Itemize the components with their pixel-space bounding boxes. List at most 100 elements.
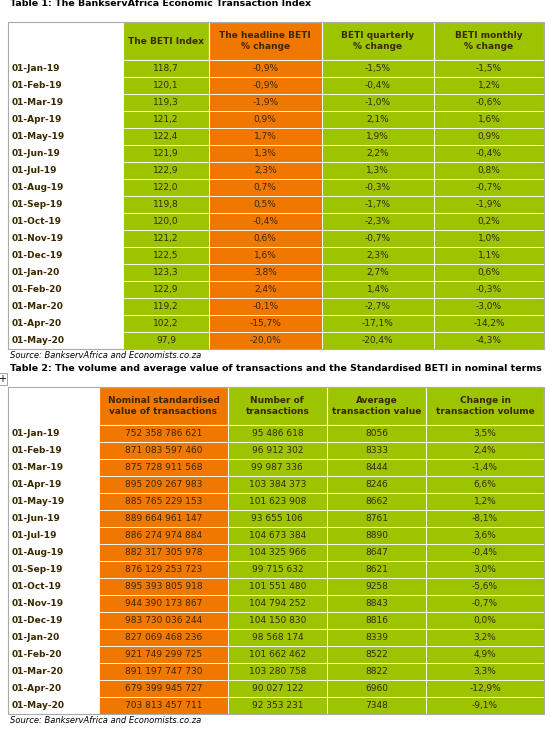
Text: 01-Apr-20: 01-Apr-20	[12, 684, 62, 693]
Bar	[228, 387, 327, 425]
Bar	[228, 561, 327, 578]
Bar	[8, 595, 99, 612]
Text: -20,0%: -20,0%	[249, 336, 281, 345]
Bar	[434, 22, 544, 60]
Text: 119,3: 119,3	[153, 98, 179, 107]
Text: Table 2: The volume and average value of transactions and the Standardised BETI : Table 2: The volume and average value of…	[10, 364, 542, 373]
Text: 01-Jan-19: 01-Jan-19	[12, 64, 60, 73]
Bar	[327, 646, 426, 663]
Text: 752 358 786 621: 752 358 786 621	[125, 429, 202, 438]
Text: 01-Aug-19: 01-Aug-19	[12, 183, 64, 192]
Text: 101 551 480: 101 551 480	[249, 582, 306, 591]
Bar	[123, 264, 209, 281]
Text: -2,7%: -2,7%	[365, 302, 391, 311]
Text: 8056: 8056	[365, 429, 388, 438]
Bar	[321, 111, 434, 128]
Text: 123,3: 123,3	[153, 268, 179, 277]
Bar	[426, 425, 544, 442]
Bar	[8, 629, 99, 646]
Bar	[99, 476, 228, 493]
Bar	[426, 442, 544, 459]
Text: 104 794 252: 104 794 252	[249, 599, 306, 608]
Text: 8890: 8890	[365, 531, 388, 540]
Text: -1,7%: -1,7%	[365, 200, 391, 209]
Text: 120,1: 120,1	[153, 81, 179, 90]
Bar	[321, 213, 434, 230]
Text: 119,8: 119,8	[153, 200, 179, 209]
Bar	[327, 510, 426, 527]
Text: 01-May-19: 01-May-19	[12, 497, 65, 506]
Text: 875 728 911 568: 875 728 911 568	[125, 463, 202, 472]
Bar	[99, 544, 228, 561]
Text: Change in
transaction volume: Change in transaction volume	[435, 396, 535, 416]
Text: -1,9%: -1,9%	[252, 98, 278, 107]
Bar	[209, 315, 321, 332]
Text: 99 987 336: 99 987 336	[252, 463, 303, 472]
Bar	[321, 179, 434, 196]
Text: 3,6%: 3,6%	[474, 531, 496, 540]
Text: 01-Aug-19: 01-Aug-19	[12, 548, 64, 557]
Text: -0,4%: -0,4%	[252, 217, 278, 226]
Bar	[209, 22, 321, 60]
Text: BETI quarterly
% change: BETI quarterly % change	[341, 32, 414, 51]
Text: 01-Jun-19: 01-Jun-19	[12, 514, 61, 523]
Bar	[327, 527, 426, 544]
Text: -12,9%: -12,9%	[469, 684, 501, 693]
Bar	[8, 459, 99, 476]
Bar	[123, 111, 209, 128]
Text: -0,3%: -0,3%	[476, 285, 502, 294]
Bar	[434, 264, 544, 281]
Bar	[8, 680, 99, 697]
Bar	[434, 247, 544, 264]
Text: 01-Jan-20: 01-Jan-20	[12, 633, 60, 642]
Bar	[123, 332, 209, 349]
Text: 8339: 8339	[365, 633, 388, 642]
Bar	[99, 459, 228, 476]
Bar	[321, 94, 434, 111]
Text: 3,0%: 3,0%	[474, 565, 496, 574]
Bar	[434, 77, 544, 94]
Bar	[228, 680, 327, 697]
Bar	[321, 315, 434, 332]
Bar	[426, 578, 544, 595]
Text: -1,0%: -1,0%	[365, 98, 391, 107]
Bar	[99, 595, 228, 612]
Text: -0,6%: -0,6%	[476, 98, 502, 107]
Bar	[8, 247, 123, 264]
Text: 8246: 8246	[365, 480, 388, 489]
Text: 0,7%: 0,7%	[254, 183, 276, 192]
Bar	[426, 680, 544, 697]
Text: -5,6%: -5,6%	[472, 582, 498, 591]
Text: 895 393 805 918: 895 393 805 918	[125, 582, 202, 591]
Bar	[209, 247, 321, 264]
Bar	[209, 145, 321, 162]
Text: 01-Dec-19: 01-Dec-19	[12, 251, 64, 260]
Text: 8621: 8621	[365, 565, 388, 574]
Bar	[8, 387, 544, 714]
Bar	[327, 663, 426, 680]
Text: 0,6%: 0,6%	[478, 268, 500, 277]
Text: 121,9: 121,9	[153, 149, 179, 158]
Text: 01-Apr-20: 01-Apr-20	[12, 319, 62, 328]
Bar	[123, 230, 209, 247]
Text: 01-Mar-19: 01-Mar-19	[12, 98, 64, 107]
Bar	[228, 459, 327, 476]
Bar	[209, 281, 321, 298]
Text: 882 317 305 978: 882 317 305 978	[125, 548, 202, 557]
Text: 01-Feb-20: 01-Feb-20	[12, 650, 63, 659]
Bar	[99, 493, 228, 510]
Bar	[8, 510, 99, 527]
Bar	[321, 60, 434, 77]
Text: 8662: 8662	[365, 497, 388, 506]
Bar	[8, 561, 99, 578]
Bar	[228, 578, 327, 595]
Text: 101 623 908: 101 623 908	[249, 497, 306, 506]
Bar	[327, 561, 426, 578]
Bar	[228, 476, 327, 493]
Bar	[321, 332, 434, 349]
Text: 8444: 8444	[365, 463, 388, 472]
Text: 118,7: 118,7	[153, 64, 179, 73]
Bar	[209, 230, 321, 247]
Bar	[123, 60, 209, 77]
Bar	[8, 527, 99, 544]
